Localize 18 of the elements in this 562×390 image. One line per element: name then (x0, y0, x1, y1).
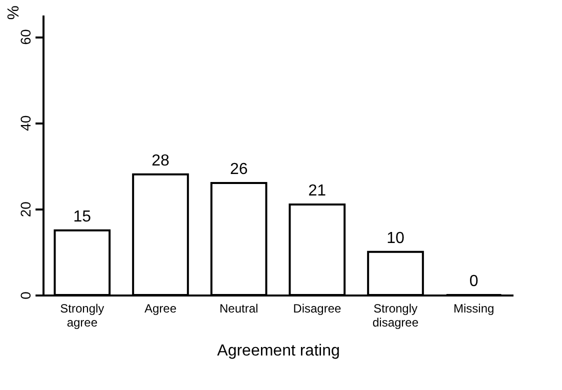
x-tick-label: Agree (144, 302, 177, 316)
x-tick-label: Missing (453, 302, 494, 316)
x-tick-label: Strongly disagree (372, 302, 419, 330)
x-tick-label: Neutral (219, 302, 258, 316)
y-tick-label: 40 (18, 115, 34, 131)
x-axis-title: Agreement rating (217, 342, 340, 360)
y-tick-label: 20 (18, 201, 34, 218)
y-tick-label: 60 (18, 29, 34, 45)
y-tick-label: 0 (18, 291, 34, 300)
data-label: 21 (308, 182, 326, 200)
x-tick-label: Disagree (293, 302, 342, 316)
data-label: 0 (469, 273, 478, 290)
y-axis-title: % (6, 6, 22, 20)
data-label: 15 (73, 208, 92, 226)
data-label: 26 (230, 161, 248, 178)
x-tick-label: Strongly agree (60, 302, 104, 330)
data-label: 28 (152, 152, 170, 170)
data-label: 10 (386, 230, 404, 247)
